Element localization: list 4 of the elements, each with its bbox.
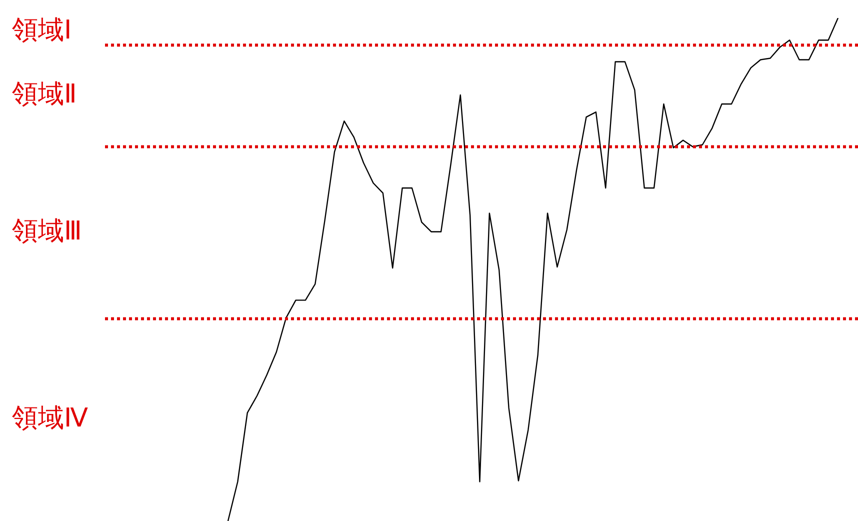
text: 領域Ⅰ bbox=[12, 15, 72, 46]
text: 領域Ⅱ bbox=[12, 80, 77, 110]
text: 領域Ⅲ bbox=[12, 216, 82, 247]
text: 領域Ⅳ bbox=[12, 404, 88, 434]
